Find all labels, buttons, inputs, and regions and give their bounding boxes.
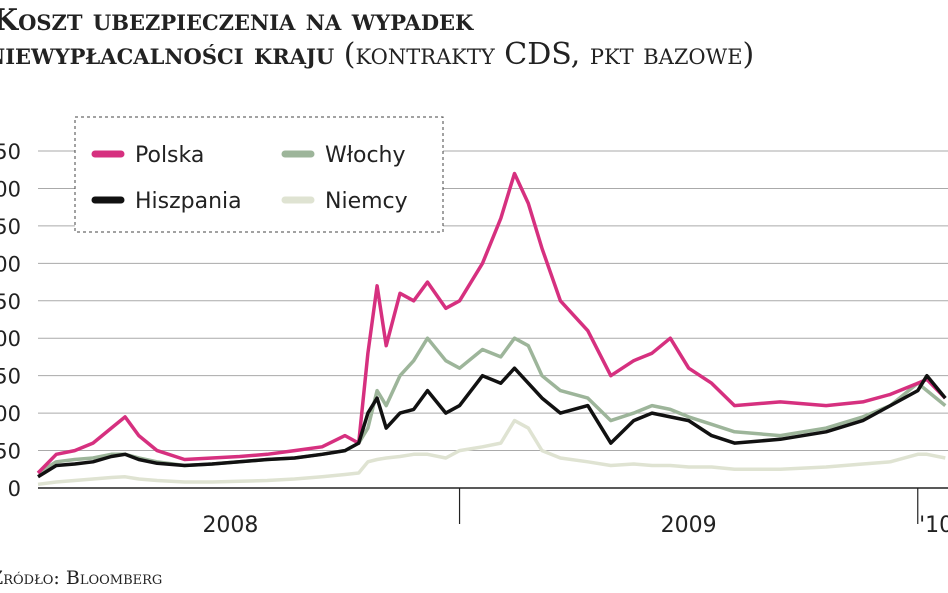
legend-box (74, 116, 444, 233)
y-tick-label: 450 (0, 140, 21, 164)
y-tick-label: 50 (0, 440, 21, 464)
chart-title-line: niewypłacalności kraju (kontrakty CDS, p… (0, 37, 754, 72)
x-tick-label: 2009 (661, 513, 717, 538)
y-tick-label: 200 (0, 327, 21, 351)
legend-label: Hiszpania (135, 189, 242, 214)
y-tick-label: 250 (0, 290, 21, 314)
legend-label: Polska (135, 143, 204, 168)
y-tick-label: 400 (0, 177, 21, 201)
x-tick-label: 2008 (202, 513, 258, 538)
y-tick-label: 300 (0, 252, 21, 276)
line-series (37, 366, 947, 479)
chart-title: niewypłacalności kraju (0, 37, 334, 72)
y-tick-label: 150 (0, 365, 21, 389)
legend-label: Niemcy (325, 189, 408, 214)
legend-label: Włochy (325, 143, 406, 168)
chart-subtitle: (kontrakty CDS, pkt bazowe) (344, 37, 754, 72)
chart-title: Koszt ubezpieczenia na wypadek (0, 3, 474, 38)
y-tick-label: 100 (0, 402, 21, 426)
y-tick-label: 350 (0, 215, 21, 239)
line-series (37, 418, 946, 487)
y-tick-label: 0 (8, 477, 21, 501)
line-series (36, 171, 947, 475)
source: Źródło: Bloomberg (0, 566, 162, 589)
x-tick-label: '10 (919, 513, 948, 538)
